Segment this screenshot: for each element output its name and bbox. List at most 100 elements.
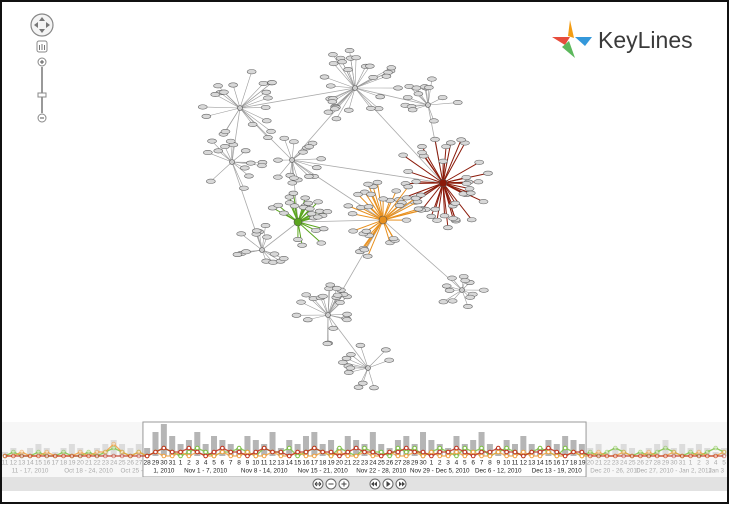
node (344, 370, 353, 374)
series-point (162, 446, 166, 450)
day-label: 17 (52, 460, 60, 467)
series-point (697, 450, 701, 454)
day-label: 14 (26, 460, 34, 467)
day-label: 17 (311, 460, 319, 467)
series-point (705, 454, 709, 458)
node (346, 366, 355, 370)
series-point (296, 450, 300, 454)
node (336, 300, 345, 304)
node (313, 215, 322, 219)
day-label: 27 (135, 460, 143, 467)
series-point (614, 454, 618, 458)
node (365, 64, 374, 68)
day-label: 7 (229, 460, 233, 467)
series-point (338, 454, 342, 458)
series-point (271, 450, 275, 454)
node (381, 348, 390, 352)
node (332, 286, 341, 290)
node (440, 214, 449, 218)
series-point (697, 454, 701, 458)
series-point (62, 454, 66, 458)
node (363, 254, 372, 258)
series-point (438, 454, 442, 458)
hub-node (238, 106, 243, 111)
node (317, 157, 326, 161)
node (242, 250, 251, 254)
node (403, 95, 412, 99)
node (354, 385, 363, 389)
series-point (87, 450, 91, 454)
node (267, 129, 276, 133)
node (474, 180, 483, 184)
day-label: 11 (512, 460, 519, 467)
series-point (605, 450, 609, 454)
series-point (187, 454, 191, 458)
day-label: 21 (85, 460, 93, 467)
day-label: 23 (102, 460, 110, 467)
node (479, 199, 488, 203)
series-point (104, 454, 108, 458)
series-point (488, 454, 492, 458)
series-point (170, 454, 174, 458)
node (427, 214, 436, 218)
node (382, 74, 391, 78)
series-point (538, 454, 542, 458)
day-label: 20 (77, 460, 85, 467)
node (462, 181, 471, 185)
node (288, 181, 297, 185)
series-point (53, 454, 57, 458)
day-label: 5 (463, 460, 467, 467)
series-point (538, 446, 542, 450)
node (349, 229, 358, 233)
series-point (614, 446, 618, 450)
series-point (522, 450, 526, 454)
series-point (246, 454, 250, 458)
series-point (195, 450, 199, 454)
series-point (129, 454, 133, 458)
node (358, 381, 367, 385)
series-point (212, 454, 216, 458)
node (297, 300, 306, 304)
node (370, 386, 379, 390)
series-point (689, 454, 693, 458)
node (220, 144, 229, 148)
day-label: 8 (237, 460, 241, 467)
series-point (421, 450, 425, 454)
series-point (388, 450, 392, 454)
node (290, 204, 299, 208)
node (261, 105, 270, 109)
node (385, 358, 394, 362)
series-point (547, 450, 551, 454)
node (373, 180, 382, 184)
series-point (538, 450, 542, 454)
series-point (588, 454, 592, 458)
series-point (379, 450, 383, 454)
node (399, 153, 408, 157)
node (293, 237, 302, 241)
zoom-handle[interactable] (38, 93, 46, 97)
day-label: 31 (679, 460, 687, 467)
node (233, 252, 242, 256)
range-label: Oct 18 - 24, 2010 (64, 468, 113, 475)
range-label: Dec 20 - 26, 2010 (590, 468, 641, 475)
node (329, 61, 338, 65)
node (443, 225, 452, 229)
day-label: 30 (419, 460, 427, 467)
node (279, 256, 288, 260)
series-point (221, 446, 225, 450)
series-point (563, 446, 567, 450)
series-point (279, 450, 283, 454)
node (348, 212, 357, 216)
node (364, 182, 373, 186)
series-point (463, 450, 467, 454)
series-point (572, 450, 576, 454)
node (379, 197, 388, 201)
node (333, 293, 342, 297)
day-label: 18 (570, 460, 578, 467)
node (239, 186, 248, 190)
day-label: 4 (204, 460, 208, 467)
series-point (463, 454, 467, 458)
controls-bg (2, 477, 727, 491)
hub-node (290, 158, 295, 163)
